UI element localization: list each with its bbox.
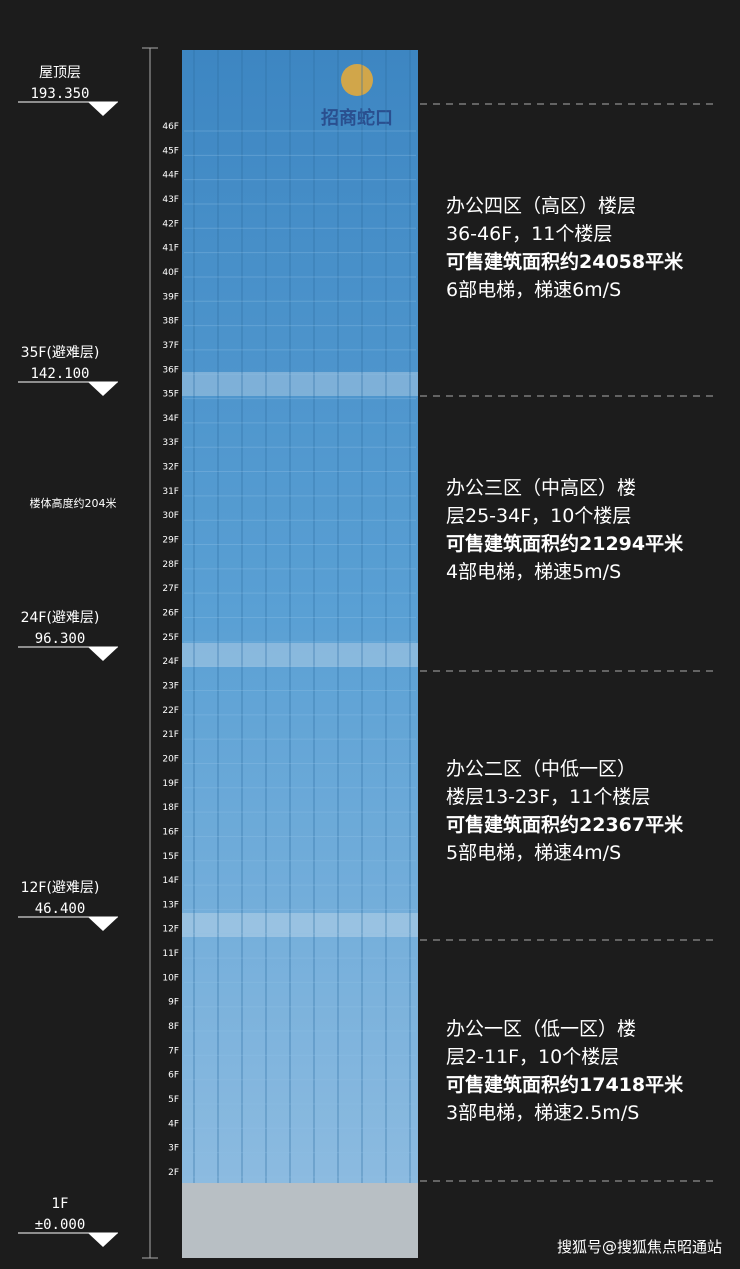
zone-text: 可售建筑面积约22367平米 bbox=[446, 813, 684, 836]
level-name: 24F(避难层) bbox=[21, 610, 100, 626]
floor-label: 46F bbox=[162, 122, 179, 132]
floor-label: 30F bbox=[162, 511, 179, 521]
height-note: 楼体高度约204米 bbox=[30, 496, 117, 510]
level-elevation: ±0.000 bbox=[35, 1217, 86, 1233]
zone-text: 可售建筑面积约17418平米 bbox=[446, 1073, 684, 1096]
floor-label: 13F bbox=[162, 900, 179, 910]
floor-label: 41F bbox=[162, 244, 179, 254]
logo-text: 招商蛇口 bbox=[321, 107, 393, 129]
logo-icon bbox=[341, 64, 373, 96]
level-elevation: 46.400 bbox=[35, 901, 86, 917]
floor-label: 19F bbox=[162, 779, 179, 789]
floor-label: 38F bbox=[162, 317, 179, 327]
zone-text: 可售建筑面积约24058平米 bbox=[446, 250, 684, 273]
refuge-band bbox=[182, 372, 418, 396]
level-arrow bbox=[88, 382, 118, 396]
floor-label: 4F bbox=[168, 1119, 179, 1129]
level-elevation: 193.350 bbox=[30, 86, 89, 102]
zone-text: 办公三区（中高区）楼 bbox=[446, 477, 636, 499]
floor-label: 42F bbox=[162, 219, 179, 229]
level-name: 1F bbox=[52, 1196, 69, 1212]
floor-label: 43F bbox=[162, 195, 179, 205]
floor-label: 39F bbox=[162, 292, 179, 302]
level-arrow bbox=[88, 917, 118, 931]
floor-label: 8F bbox=[168, 1022, 179, 1032]
floor-label: 45F bbox=[162, 146, 179, 156]
floor-label: 36F bbox=[162, 365, 179, 375]
zone-text: 6部电梯，梯速6m/S bbox=[446, 279, 621, 301]
level-arrow bbox=[88, 102, 118, 116]
zone-text: 层25-34F，10个楼层 bbox=[446, 505, 631, 527]
tower bbox=[182, 50, 418, 1185]
floor-label: 7F bbox=[168, 1046, 179, 1056]
zone-text: 办公二区（中低一区） bbox=[446, 758, 636, 780]
floor-label: 20F bbox=[162, 754, 179, 764]
floor-label: 27F bbox=[162, 584, 179, 594]
floor-label: 25F bbox=[162, 633, 179, 643]
floor-label: 23F bbox=[162, 681, 179, 691]
floor-label: 22F bbox=[162, 706, 179, 716]
floor-label: 9F bbox=[168, 998, 179, 1008]
zone-text: 3部电梯，梯速2.5m/S bbox=[446, 1102, 639, 1124]
refuge-band bbox=[182, 913, 418, 937]
floor-label: 14F bbox=[162, 876, 179, 886]
level-name: 35F(避难层) bbox=[21, 345, 100, 361]
floor-label: 28F bbox=[162, 560, 179, 570]
zone-text: 层2-11F，10个楼层 bbox=[446, 1046, 619, 1068]
level-name: 12F(避难层) bbox=[21, 880, 100, 896]
floor-label: 3F bbox=[168, 1144, 179, 1154]
floor-label: 37F bbox=[162, 341, 179, 351]
level-elevation: 142.100 bbox=[30, 366, 89, 382]
level-name: 屋顶层 bbox=[39, 65, 81, 81]
floor-label: 44F bbox=[162, 171, 179, 181]
floor-label: 24F bbox=[162, 657, 179, 667]
floor-label: 34F bbox=[162, 414, 179, 424]
floor-label: 11F bbox=[162, 949, 179, 959]
floor-label: 29F bbox=[162, 536, 179, 546]
zone-text: 办公四区（高区）楼层 bbox=[446, 195, 636, 217]
watermark: 搜狐号@搜狐焦点昭通站 bbox=[557, 1238, 722, 1256]
floor-label: 2F bbox=[168, 1168, 179, 1178]
level-elevation: 96.300 bbox=[35, 631, 86, 647]
floor-label: 6F bbox=[168, 1071, 179, 1081]
zone-text: 5部电梯，梯速4m/S bbox=[446, 842, 621, 864]
zone-text: 可售建筑面积约21294平米 bbox=[446, 532, 684, 555]
floor-label: 16F bbox=[162, 827, 179, 837]
floor-label: 35F bbox=[162, 390, 179, 400]
floor-label: 12F bbox=[162, 925, 179, 935]
zone-text: 楼层13-23F，11个楼层 bbox=[446, 786, 650, 808]
floor-label: 33F bbox=[162, 438, 179, 448]
level-arrow bbox=[88, 647, 118, 661]
zone-text: 办公一区（低一区）楼 bbox=[446, 1018, 636, 1040]
zone-text: 4部电梯，梯速5m/S bbox=[446, 561, 621, 583]
floor-label: 40F bbox=[162, 268, 179, 278]
floor-label: 21F bbox=[162, 730, 179, 740]
level-arrow bbox=[88, 1233, 118, 1247]
podium bbox=[182, 1183, 418, 1258]
floor-label: 31F bbox=[162, 487, 179, 497]
floor-label: 32F bbox=[162, 463, 179, 473]
floor-label: 10F bbox=[162, 973, 179, 983]
floor-label: 18F bbox=[162, 803, 179, 813]
floor-label: 15F bbox=[162, 852, 179, 862]
floor-label: 26F bbox=[162, 609, 179, 619]
floor-label: 5F bbox=[168, 1095, 179, 1105]
zone-text: 36-46F，11个楼层 bbox=[446, 223, 612, 245]
refuge-band bbox=[182, 643, 418, 667]
